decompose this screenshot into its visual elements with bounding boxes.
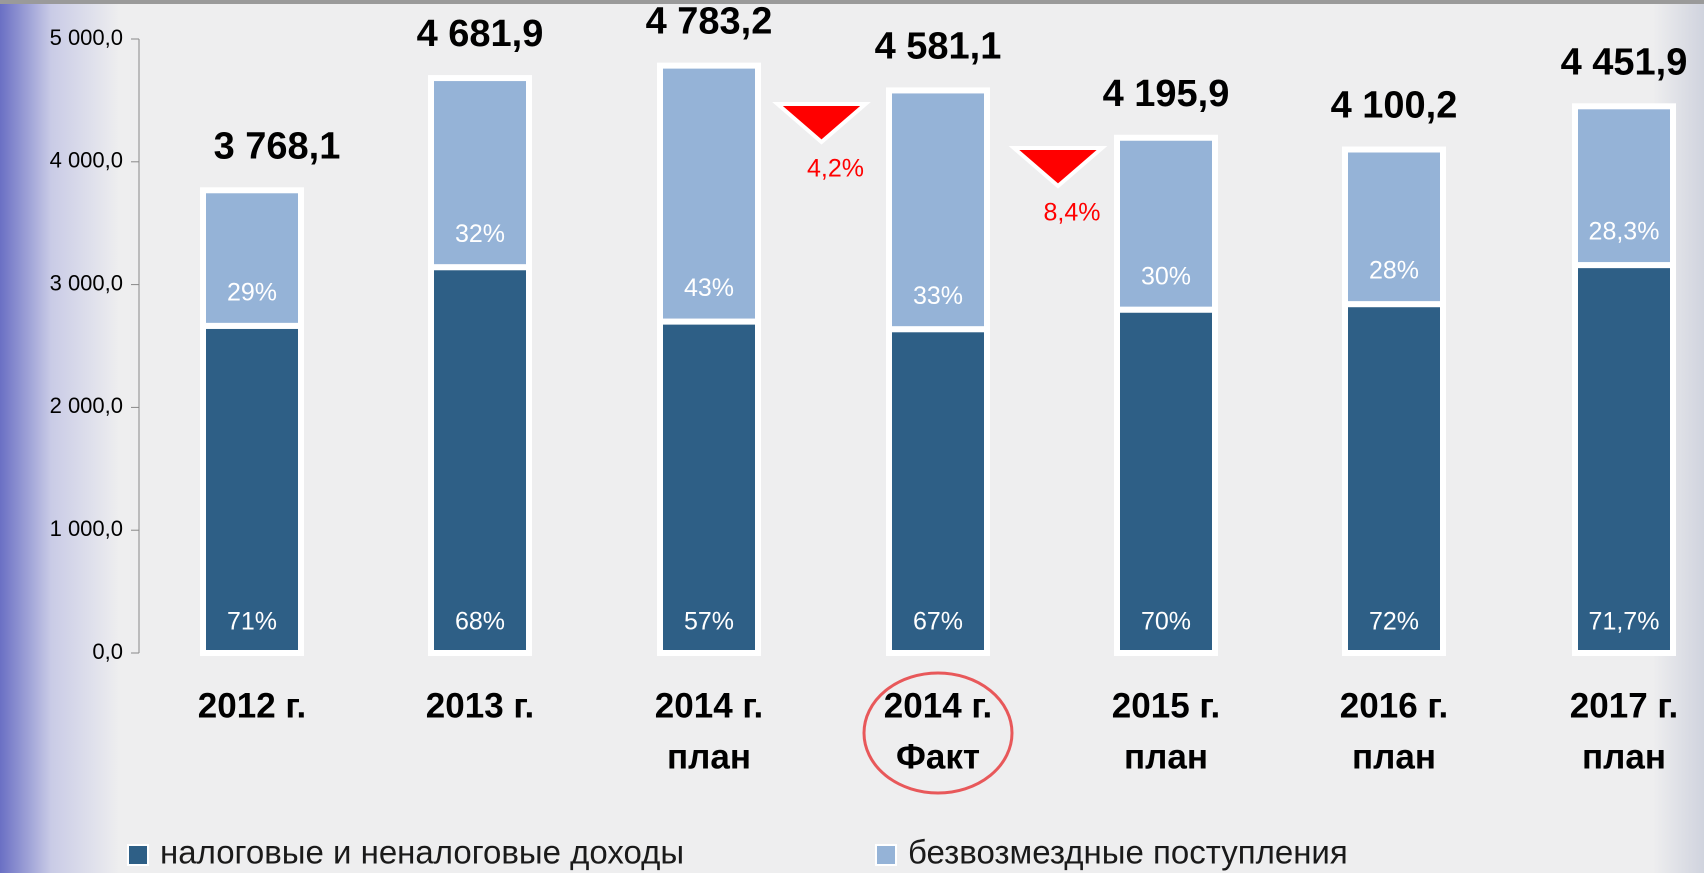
segment-label: 68% [455,608,505,636]
bar-segment [1114,306,1218,656]
decline-arrow [772,102,871,145]
bar-segment [428,264,532,656]
segment-label: 67% [913,608,963,636]
y-tick-label: 5 000,0 [50,25,123,50]
bar-segment [200,187,304,329]
bar-segment [428,75,532,271]
bar-segment [1114,134,1218,313]
bar-segment [1572,103,1676,269]
segment-label: 43% [684,274,734,302]
bar-segment [886,87,990,333]
bar-segment [1572,262,1676,656]
category-label: 2017 г. [1570,686,1678,725]
bar-segment [1342,301,1446,656]
decline-label: 4,2% [807,155,864,183]
category-label: 2015 г. [1112,686,1220,725]
segment-label: 57% [684,608,734,636]
bar-segment [200,322,304,656]
y-tick-label: 2 000,0 [50,393,123,418]
total-label: 4 783,2 [646,1,773,43]
legend-swatch [875,844,897,866]
total-label: 4 681,9 [417,13,544,55]
bar-segment [1342,146,1446,308]
category-label: 2013 г. [426,686,534,725]
total-label: 3 768,1 [214,125,341,167]
highlight-circle [862,671,1014,795]
y-tick-label: 3 000,0 [50,270,123,295]
total-label: 4 581,1 [875,25,1002,67]
category-note: план [1582,737,1666,776]
bar-segment [657,318,761,656]
segment-label: 30% [1141,262,1191,290]
category-note: план [1352,737,1436,776]
category-label: 2012 г. [198,686,306,725]
segment-label: 28,3% [1589,218,1660,246]
segment-label: 72% [1369,608,1419,636]
category-note: Факт [896,737,980,776]
legend-label: налоговые и неналоговые доходы [160,834,684,871]
bar-segment [886,326,990,656]
y-tick-label: 4 000,0 [50,148,123,173]
y-tick-label: 1 000,0 [50,516,123,541]
total-label: 4 451,9 [1561,41,1688,83]
y-tick-label: 0,0 [92,639,123,664]
top-border [0,0,1704,4]
segment-label: 32% [455,220,505,248]
segment-label: 33% [913,282,963,310]
category-label: 2014 г. [655,686,763,725]
category-note: план [1124,737,1208,776]
category-note: план [667,737,751,776]
legend-swatch [127,844,149,866]
category-label: 2016 г. [1340,686,1448,725]
category-label: 2014 г. [884,686,992,725]
bar-segment [657,62,761,325]
segment-label: 28% [1369,257,1419,285]
segment-label: 29% [227,278,277,306]
total-label: 4 100,2 [1331,85,1458,127]
decline-arrow [1008,146,1108,189]
segment-label: 71,7% [1589,608,1660,636]
segment-label: 71% [227,608,277,636]
legend-label: безвозмездные поступления [908,834,1348,871]
segment-label: 70% [1141,608,1191,636]
decline-label: 8,4% [1044,199,1101,227]
total-label: 4 195,9 [1103,73,1230,115]
